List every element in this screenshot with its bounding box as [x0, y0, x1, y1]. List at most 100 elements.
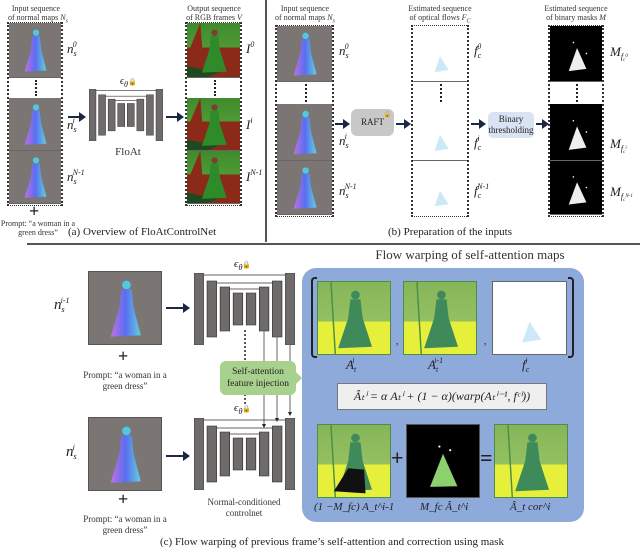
- label-fci: fci: [474, 134, 482, 152]
- woman-normal-map-image: [9, 151, 61, 203]
- arrow-to-float: [68, 112, 86, 122]
- label-masked-warped: M_fc Â_t^i: [420, 501, 469, 513]
- unet-bottom-diagram: [193, 417, 296, 491]
- optical-flow-sequence: [411, 25, 469, 217]
- normal-map-prev-frame: [88, 271, 162, 345]
- woman-green-dress-image: [187, 151, 240, 203]
- plus-sign: +: [29, 201, 40, 221]
- plus-operator: +: [391, 445, 404, 470]
- optical-flow-image: [413, 161, 467, 215]
- label-nsN-1-b: nsN-1: [339, 182, 357, 200]
- label-masked-previous: (1 −M_fc) A_t^i-1: [314, 501, 395, 513]
- flow-sequence-title: Estimated sequence of optical flows FC: [408, 4, 472, 25]
- optical-flow-image: [413, 26, 467, 81]
- normal-map-current-frame: [88, 417, 162, 491]
- comma: ,: [396, 336, 399, 347]
- lock-icon: 🔒: [242, 261, 252, 269]
- optical-flow-image: [493, 282, 566, 354]
- attention-map-image: [404, 281, 476, 355]
- attention-map-previous: [403, 281, 477, 355]
- normal-map-frame-i: [9, 98, 61, 151]
- self-attention-injection-box: Self-attention feature injection: [220, 361, 296, 395]
- label-ns0: ns0: [67, 40, 77, 58]
- lock-icon: 🔒: [127, 78, 137, 86]
- label-nsi-c: nsi: [66, 443, 77, 461]
- optical-flow-frame-0: [413, 26, 467, 82]
- model-symbol-a: ϵθ🔒: [120, 76, 137, 89]
- optical-flow-frame-i: [413, 104, 467, 161]
- label-fc0: fc0: [474, 42, 482, 60]
- arrow-to-unet-top: [166, 303, 190, 313]
- normal-map-frame-n-1: [9, 151, 61, 204]
- rgb-output-sequence: [185, 22, 242, 206]
- sequence-ellipsis: [277, 82, 332, 104]
- prompt-text-current: Prompt: “a woman in a green dress”: [83, 514, 167, 535]
- woman-normal-map-image: [9, 23, 61, 77]
- label-nsi-1-c: nsi-1: [54, 296, 70, 314]
- controlnet-label: Normal-conditioned controlnet: [207, 497, 281, 518]
- optical-flow-current: [492, 281, 567, 355]
- woman-normal-map-image: [89, 418, 161, 490]
- label-MN-1: MfcN-1: [610, 184, 633, 203]
- binary-mask-frame-0: [550, 26, 602, 82]
- horizontal-divider: [27, 243, 640, 245]
- equals-operator: =: [480, 445, 493, 470]
- unet-top-diagram: [193, 272, 296, 346]
- corrected-attention-map: [494, 424, 568, 498]
- label-fci-c: fci: [522, 356, 530, 374]
- floAt-unet-diagram: [88, 88, 164, 142]
- label-Mi: Mfci: [610, 136, 627, 155]
- masked-previous-attention: [317, 424, 391, 498]
- normal-map-frame-0: [9, 23, 61, 78]
- label-ns0-b: ns0: [339, 42, 349, 60]
- sequence-ellipsis: [187, 78, 240, 98]
- label-I0: I0: [246, 40, 255, 56]
- warp-section-title: Flow warping of self-attention maps: [375, 247, 565, 262]
- woman-normal-map-image: [277, 26, 332, 81]
- plus-sign: +: [118, 489, 129, 509]
- normal-map-frame-n-1: [277, 161, 332, 215]
- input-sequence-title-a: Input sequence of normal maps Ns: [8, 4, 68, 25]
- woman-normal-map-image: [277, 104, 332, 160]
- label-Ii: Ii: [246, 116, 253, 132]
- prompt-text-prev: Prompt: “a woman in a green dress”: [83, 370, 167, 391]
- sequence-ellipsis: [413, 82, 467, 104]
- arrow-to-output: [166, 112, 184, 122]
- label-nsi-b: nsi: [339, 132, 349, 150]
- woman-green-dress-image: [187, 23, 240, 77]
- input-sequence-title-b: Input sequence of normal maps Ns: [275, 4, 335, 25]
- output-sequence-title: Output sequence of RGB frames V: [186, 4, 242, 22]
- masked-warped-attention: [406, 424, 480, 498]
- label-IN-1: IN-1: [246, 168, 263, 184]
- binary-mask-frame-n-1: [550, 161, 602, 215]
- binary-thresholding-box: Binary thresholding: [488, 112, 534, 138]
- caption-b: (b) Preparation of the inputs: [388, 226, 513, 238]
- callout-pointer: [296, 372, 302, 384]
- label-nsi: nsi: [67, 116, 77, 134]
- optical-flow-frame-n-1: [413, 161, 467, 215]
- normal-map-frame-0: [277, 26, 332, 82]
- binary-mask-image: [550, 26, 602, 81]
- attention-map-current: [317, 281, 391, 355]
- arrow-to-unet-bottom: [166, 451, 190, 461]
- label-nsN-1: nsN-1: [67, 168, 85, 186]
- warp-formula: Âₜⁱ = α Aₜⁱ + (1 − α)(warp(Aₜⁱ⁻¹, fᶜⁱ)): [337, 383, 547, 410]
- caption-a: (a) Overview of FloAtControlNet: [68, 226, 217, 238]
- optical-flow-image: [413, 104, 467, 160]
- arrow-to-thresholding: [471, 119, 486, 129]
- normal-map-sequence-a: [7, 22, 63, 206]
- comma: ,: [484, 336, 487, 347]
- normal-map-frame-i: [277, 104, 332, 161]
- masked-region: [318, 425, 390, 497]
- prompt-text-a: Prompt: “a woman in a green dress”: [0, 219, 76, 237]
- caption-c: (c) Flow warping of previous frame’s sel…: [160, 536, 504, 548]
- sequence-ellipsis: [550, 82, 602, 104]
- label-corrected: Â_t cor^i: [510, 501, 551, 513]
- label-M0: Mfc0: [610, 44, 628, 63]
- model-symbol-top: ϵθ🔒: [234, 258, 252, 272]
- arrow-to-raft: [335, 119, 350, 129]
- normal-map-sequence-b: [275, 25, 334, 217]
- mask-sequence-title: Estimated sequence of binary masks M: [544, 4, 608, 22]
- woman-normal-map-image: [277, 161, 332, 214]
- label-fcN-1: fcN-1: [474, 182, 490, 200]
